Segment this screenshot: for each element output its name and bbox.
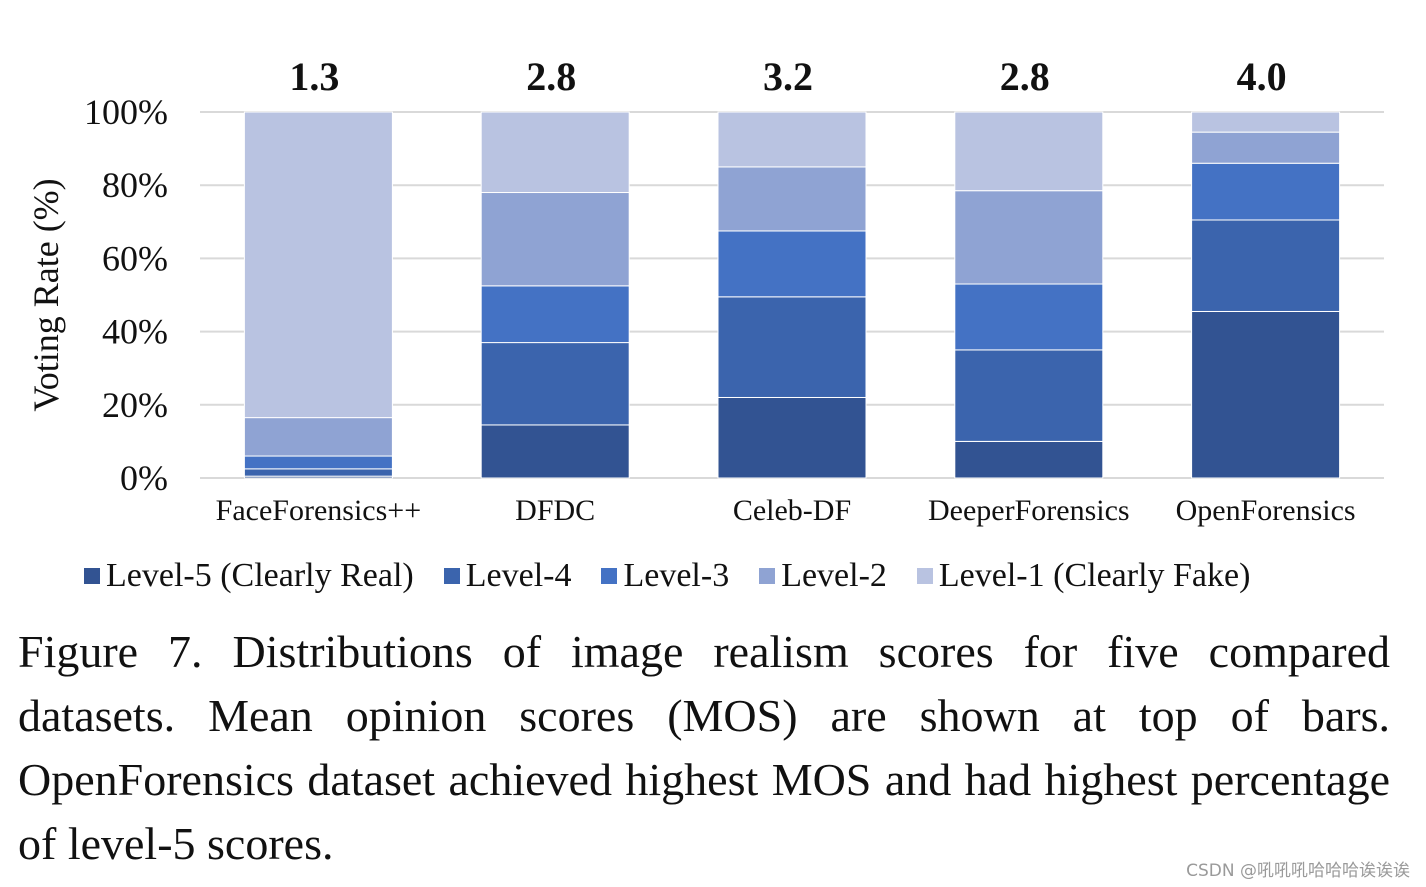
legend: Level-5 (Clearly Real) Level-4 Level-3 Leve… — [84, 556, 1280, 596]
bar-segment — [1191, 310, 1341, 479]
bar-segment — [480, 342, 630, 426]
mos-label: 2.8 — [526, 54, 576, 99]
y-axis-label: Voting Rate (%) — [26, 178, 66, 411]
bar-segment — [954, 440, 1104, 479]
bar-segment — [717, 111, 867, 168]
bar-segment — [243, 417, 393, 457]
bar-segment — [1191, 219, 1341, 312]
y-tick-label: 40% — [102, 312, 168, 352]
y-axis-ticks: 0% 20% 40% 60% 80% 100% — [84, 92, 168, 498]
legend-item: Level-5 (Clearly Real) — [84, 557, 414, 595]
bar-segment — [717, 166, 867, 232]
x-tick-label: OpenForensics — [1176, 494, 1356, 527]
y-tick-label: 0% — [120, 458, 168, 498]
x-tick-label: FaceForensics++ — [216, 494, 421, 527]
legend-item: Level-1 (Clearly Fake) — [916, 557, 1251, 595]
legend-label: Level-5 (Clearly Real) — [106, 557, 414, 594]
mos-label: 3.2 — [763, 54, 813, 99]
y-tick-label: 20% — [102, 385, 168, 425]
x-axis-labels: FaceForensics++ DFDC Celeb-DF DeeperForensi… — [216, 494, 1356, 527]
stacked-bar-chart: 0% 20% 40% 60% 80% 100% Voting Rate (%) 1.3 2.… — [26, 54, 1384, 527]
bar-segment — [480, 285, 630, 344]
bar-segment — [954, 190, 1104, 285]
y-tick-label: 80% — [102, 165, 168, 205]
figure-caption: Figure 7. Distributions of image realism… — [18, 626, 1390, 869]
bar-segment — [480, 424, 630, 479]
bar-segment — [243, 468, 393, 477]
bar-segment — [1191, 131, 1341, 164]
legend-swatch — [759, 568, 776, 584]
watermark: CSDN @吼吼吼哈哈哈诶诶诶 — [1186, 861, 1410, 881]
mos-labels: 1.3 2.8 3.2 2.8 4.0 — [289, 54, 1286, 99]
bar-segment — [1191, 162, 1341, 221]
y-tick-label: 100% — [84, 92, 168, 132]
bar-segment — [954, 111, 1104, 192]
legend-swatch — [601, 568, 618, 584]
bar-segment — [954, 283, 1104, 351]
legend-item: Level-4 — [443, 557, 572, 595]
bar-segment — [717, 296, 867, 398]
bars — [243, 111, 1341, 479]
bar-segment — [717, 230, 867, 298]
legend-label: Level-1 (Clearly Fake) — [938, 557, 1251, 594]
bar-segment — [243, 111, 393, 419]
bar-segment — [480, 192, 630, 287]
legend-label: Level-4 — [465, 557, 572, 594]
legend-item: Level-3 — [601, 557, 729, 595]
mos-label: 1.3 — [289, 54, 339, 99]
legend-item: Level-2 — [759, 557, 887, 595]
legend-swatch — [443, 568, 460, 584]
mos-label: 2.8 — [1000, 54, 1050, 99]
bar-segment — [1191, 111, 1341, 133]
mos-label: 4.0 — [1237, 54, 1287, 99]
legend-swatch — [916, 568, 933, 584]
y-tick-label: 60% — [102, 238, 168, 278]
x-tick-label: DeeperForensics — [928, 494, 1130, 527]
x-tick-label: DFDC — [515, 494, 595, 527]
x-tick-label: Celeb-DF — [733, 494, 851, 527]
bar-segment — [717, 396, 867, 479]
bar-segment — [480, 111, 630, 194]
bar-segment — [954, 349, 1104, 442]
legend-label: Level-2 — [781, 557, 887, 594]
legend-swatch — [84, 568, 100, 584]
legend-label: Level-3 — [623, 557, 730, 594]
bar-segment — [243, 455, 393, 470]
